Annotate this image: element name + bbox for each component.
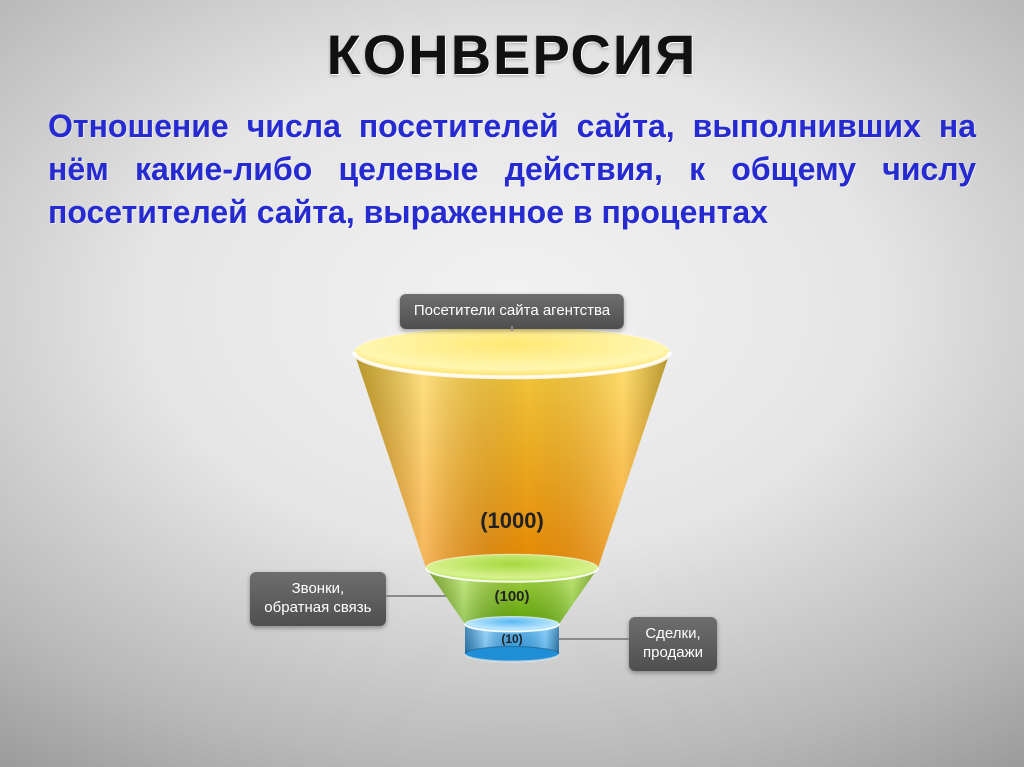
connector	[559, 638, 629, 640]
connector	[386, 595, 446, 597]
funnel-callout-1: Звонки, обратная связь	[250, 572, 385, 626]
funnel-callout-0: Посетители сайта агентства	[400, 294, 624, 329]
connector	[511, 326, 513, 331]
funnel-callout-2: Сделки, продажи	[629, 617, 717, 671]
page-title: КОНВЕРСИЯ	[0, 0, 1024, 87]
definition-text: Отношение числа посетителей сайта, выпол…	[48, 105, 976, 235]
